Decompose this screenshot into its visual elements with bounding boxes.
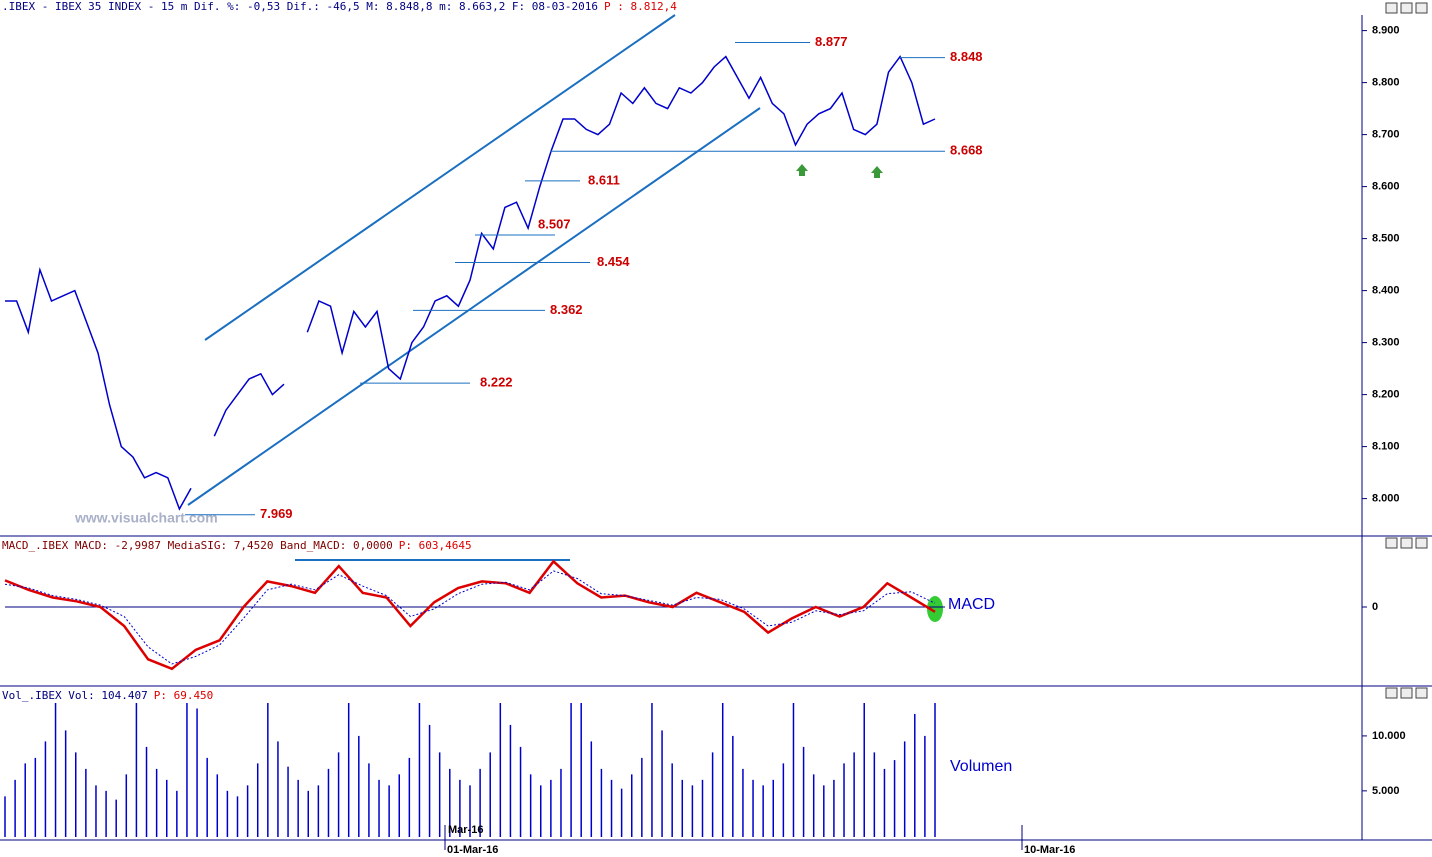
panel-label: MACD: [948, 596, 995, 613]
inner-date-label: Mar-16: [448, 824, 483, 836]
y-tick-label: 8.200: [1372, 389, 1400, 401]
y-tick-label: 8.400: [1372, 285, 1400, 297]
level-label: 8.668: [950, 143, 983, 158]
level-label: 8.507: [538, 216, 571, 231]
maximize-button[interactable]: [1400, 2, 1413, 14]
level-label: 8.877: [815, 34, 848, 49]
highlight-ellipse: [927, 596, 943, 622]
y-tick-label: 8.500: [1372, 233, 1400, 245]
header-price: P: 603,4645: [399, 539, 472, 552]
y-tick-label: 10.000: [1372, 730, 1406, 742]
macd-line: [4, 559, 936, 671]
panel-header: .IBEX - IBEX 35 INDEX - 15 m Dif. %: -0,…: [2, 0, 677, 13]
level-label: 8.222: [480, 375, 513, 390]
close-button[interactable]: [1415, 687, 1428, 699]
y-tick-label: 8.100: [1372, 441, 1400, 453]
level-label: 8.848: [950, 49, 983, 64]
y-tick-label: 8.000: [1372, 493, 1400, 505]
header-text: .IBEX - IBEX 35 INDEX - 15 m Dif. %: -0,…: [2, 0, 598, 13]
y-tick-label: 8.300: [1372, 337, 1400, 349]
level-label: 8.454: [597, 254, 630, 269]
minimize-button[interactable]: [1385, 537, 1398, 549]
y-tick-label: 8.800: [1372, 77, 1400, 89]
signal-line: [4, 570, 936, 665]
header-text: MACD_.IBEX MACD: -2,9987 MediaSIG: 7,452…: [2, 539, 393, 552]
panel-header: MACD_.IBEX MACD: -2,9987 MediaSIG: 7,452…: [2, 539, 472, 552]
level-label: 8.611: [588, 172, 620, 187]
channel-upper: [204, 14, 676, 341]
close-button[interactable]: [1415, 2, 1428, 14]
y-tick-label: 0: [1372, 601, 1378, 613]
y-tick-label: 8.900: [1372, 25, 1400, 37]
panel-header: Vol_.IBEX Vol: 104.407 P: 69.450: [2, 689, 213, 702]
y-tick-label: 5.000: [1372, 785, 1400, 797]
panel-label: Volumen: [950, 758, 1012, 775]
level-label: 7.969: [260, 506, 293, 521]
x-tick-label: 01-Mar-16: [447, 844, 498, 856]
minimize-button[interactable]: [1385, 687, 1398, 699]
header-price: P : 8.812,4: [604, 0, 677, 13]
watermark: www.visualchart.com: [74, 510, 218, 526]
header-text: Vol_.IBEX Vol: 104.407: [2, 689, 148, 702]
window-buttons[interactable]: [1385, 2, 1428, 699]
up-arrow: [871, 166, 883, 178]
header-price: P: 69.450: [154, 689, 214, 702]
close-button[interactable]: [1415, 537, 1428, 549]
maximize-button[interactable]: [1400, 687, 1413, 699]
maximize-button[interactable]: [1400, 537, 1413, 549]
y-tick-label: 8.700: [1372, 129, 1400, 141]
level-label: 8.362: [550, 302, 583, 317]
price-line: [5, 55, 936, 511]
channel-lower: [187, 107, 761, 506]
up-arrow: [796, 164, 808, 176]
minimize-button[interactable]: [1385, 2, 1398, 14]
x-tick-label: 10-Mar-16: [1024, 844, 1075, 856]
y-tick-label: 8.600: [1372, 181, 1400, 193]
